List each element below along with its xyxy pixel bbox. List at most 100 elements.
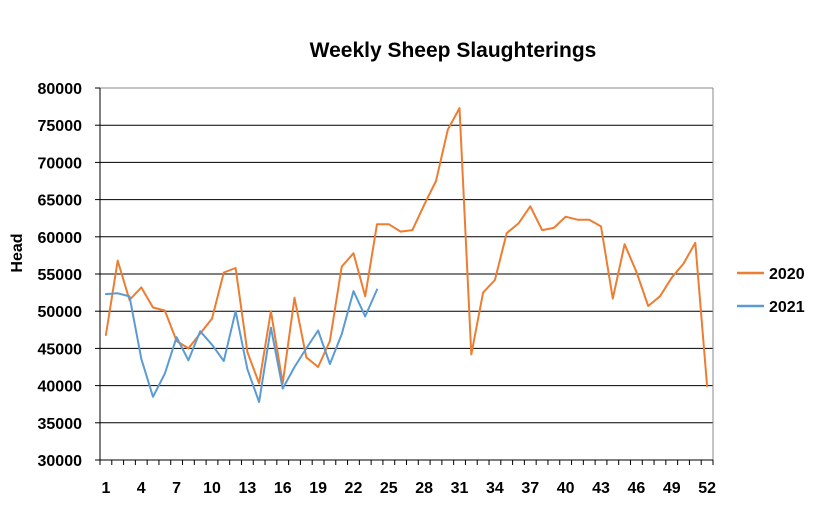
data-point-2020 (659, 295, 661, 297)
data-point-2020 (293, 297, 295, 299)
data-point-2020 (435, 180, 437, 182)
data-point-2021 (140, 358, 142, 360)
y-tick-label: 80000 (38, 81, 83, 98)
y-tick-label: 50000 (38, 304, 83, 321)
data-point-2021 (341, 333, 343, 335)
y-tick-labels: 30000 35000 40000 45000 50000 55000 60000 65000… (38, 81, 83, 470)
x-tick-label: 19 (309, 480, 327, 497)
x-tick-label: 7 (172, 480, 181, 497)
x-tick-label: 52 (698, 480, 716, 497)
series-line-2021 (104, 288, 378, 403)
data-point-2020 (529, 205, 531, 207)
y-tick-label: 75000 (38, 118, 83, 135)
data-point-2020 (447, 129, 449, 131)
data-point-2021 (317, 329, 319, 331)
y-tick-label: 40000 (38, 379, 83, 396)
data-point-2020 (517, 222, 519, 224)
x-tick-label: 40 (557, 480, 575, 497)
data-point-2020 (399, 230, 401, 232)
data-point-2021 (352, 290, 354, 292)
legend-label-2020: 2020 (769, 266, 805, 283)
data-point-2021 (211, 344, 213, 346)
data-point-2020 (352, 252, 354, 254)
y-tick-label: 30000 (38, 453, 83, 470)
x-tick-label: 22 (345, 480, 363, 497)
data-point-2020 (376, 223, 378, 225)
y-tick-label: 55000 (38, 267, 83, 284)
data-point-2021 (282, 387, 284, 389)
data-point-2020 (152, 306, 154, 308)
data-point-2020 (164, 309, 166, 311)
data-point-2021 (199, 330, 201, 332)
data-point-2020 (588, 219, 590, 221)
data-point-2021 (175, 336, 177, 338)
data-point-2020 (341, 265, 343, 267)
data-point-2020 (623, 243, 625, 245)
axes (95, 87, 714, 465)
data-point-2020 (553, 227, 555, 229)
data-point-2020 (482, 291, 484, 293)
data-point-2020 (246, 351, 248, 353)
data-point-2020 (671, 277, 673, 279)
x-tick-label: 28 (415, 480, 433, 497)
data-point-2020 (694, 242, 696, 244)
data-point-2020 (576, 219, 578, 221)
data-point-2020 (187, 347, 189, 349)
data-point-2021 (258, 401, 260, 403)
data-point-2020 (305, 356, 307, 358)
y-tick-label: 70000 (38, 155, 83, 172)
legend: 2020 2021 (737, 266, 805, 316)
data-point-2020 (140, 286, 142, 288)
data-point-2020 (600, 225, 602, 227)
x-tick-label: 13 (238, 480, 256, 497)
data-point-2020 (612, 297, 614, 299)
data-point-2020 (506, 232, 508, 234)
x-tick-label: 31 (451, 480, 469, 497)
legend-label-2021: 2021 (769, 299, 805, 316)
data-point-2021 (376, 288, 378, 290)
data-point-2020 (223, 271, 225, 273)
data-point-2021 (234, 310, 236, 312)
data-point-2020 (423, 204, 425, 206)
data-point-2020 (494, 279, 496, 281)
x-tick-label: 46 (627, 480, 645, 497)
x-tick-label: 43 (592, 480, 610, 497)
data-point-2021 (364, 315, 366, 317)
data-point-2021 (117, 292, 119, 294)
data-point-2020 (706, 385, 708, 387)
data-point-2020 (258, 382, 260, 384)
x-tick-label: 16 (274, 480, 292, 497)
data-point-2020 (270, 310, 272, 312)
data-point-2020 (411, 229, 413, 231)
data-point-2021 (246, 368, 248, 370)
data-point-2021 (329, 363, 331, 365)
data-point-2020 (211, 317, 213, 319)
x-tick-label: 10 (203, 480, 221, 497)
x-tick-label: 34 (486, 480, 504, 497)
data-point-2021 (223, 360, 225, 362)
series-line-2020 (104, 107, 709, 388)
x-tick-label: 1 (101, 480, 110, 497)
data-point-2021 (305, 347, 307, 349)
data-point-2020 (364, 295, 366, 297)
data-point-2020 (388, 223, 390, 225)
data-point-2020 (541, 229, 543, 231)
data-point-2020 (317, 366, 319, 368)
gridlines (100, 87, 713, 424)
data-point-2020 (117, 259, 119, 261)
y-tick-label: 65000 (38, 193, 83, 210)
x-tick-label: 37 (521, 480, 539, 497)
x-tick-label: 4 (137, 480, 146, 497)
x-tick-labels: 1 4 7 10 13 16 19 22 25 28 31 34 37 40 43 46 49 52 (101, 480, 716, 497)
y-tick-label: 60000 (38, 230, 83, 247)
data-point-2021 (187, 359, 189, 361)
data-point-2020 (647, 305, 649, 307)
y-axis-label: Head (9, 233, 26, 272)
data-point-2020 (234, 267, 236, 269)
data-point-2021 (105, 293, 107, 295)
x-tick-label: 25 (380, 480, 398, 497)
data-point-2020 (329, 340, 331, 342)
data-point-2020 (105, 334, 107, 336)
y-tick-label: 35000 (38, 416, 83, 433)
